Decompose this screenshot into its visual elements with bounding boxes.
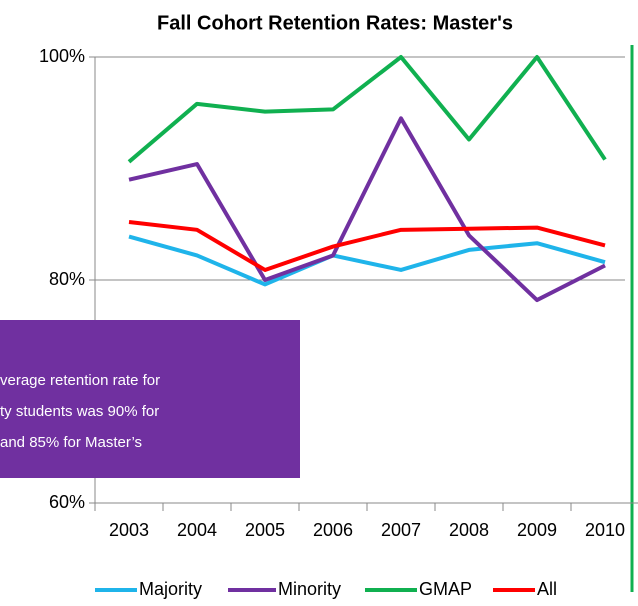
x-tick-label: 2004: [177, 520, 217, 540]
legend-label: All: [537, 579, 557, 599]
x-tick-label: 2003: [109, 520, 149, 540]
y-tick-label: 100%: [39, 46, 85, 66]
legend-label: Majority: [139, 579, 202, 599]
x-tick-label: 2008: [449, 520, 489, 540]
y-tick-label: 80%: [49, 269, 85, 289]
series-line: [128, 234, 606, 287]
annotation-text: ty students was 90% for: [0, 403, 159, 420]
annotation-box: [0, 320, 300, 478]
x-tick-label: 2010: [585, 520, 625, 540]
annotation-text: verage retention rate for: [0, 372, 160, 389]
x-tick-label: 2009: [517, 520, 557, 540]
series-line: [128, 220, 606, 272]
annotation-text: and 85% for Master’s: [0, 434, 142, 451]
legend-label: Minority: [278, 579, 341, 599]
x-tick-label: 2007: [381, 520, 421, 540]
x-tick-label: 2005: [245, 520, 285, 540]
legend-label: GMAP: [419, 579, 472, 599]
chart-title: Fall Cohort Retention Rates: Master's: [157, 12, 513, 34]
y-tick-label: 60%: [49, 492, 85, 512]
series-line: [127, 55, 607, 164]
x-tick-label: 2006: [313, 520, 353, 540]
series-line: [128, 116, 606, 303]
